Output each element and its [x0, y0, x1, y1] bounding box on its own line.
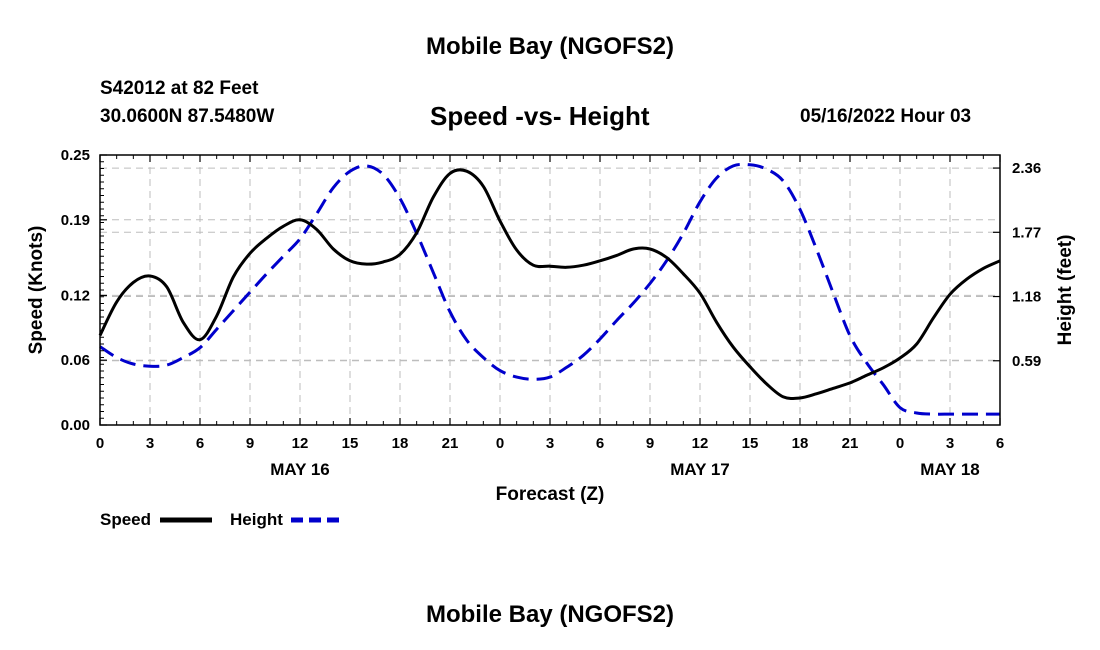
x-tick-label: 0: [496, 435, 504, 452]
axis-ticks: [99, 154, 1001, 426]
x-tick-label: 0: [896, 435, 904, 452]
x-tick-label: 0: [96, 435, 104, 452]
legend-height-label: Height: [230, 510, 283, 529]
x-tick-label: 3: [546, 435, 554, 452]
legend: Speed Height: [100, 510, 343, 529]
x-tick-label: 6: [596, 435, 604, 452]
y-tick-label: 0.12: [61, 287, 90, 304]
date-label: MAY 16: [270, 460, 330, 479]
x-tick-label: 12: [692, 435, 709, 452]
y-tick-label: 0.25: [61, 147, 90, 164]
grid-lines: [100, 155, 1000, 425]
x-tick-label: 18: [792, 435, 809, 452]
speed-series-line: [98, 168, 1001, 401]
x-tick-label: 18: [392, 435, 409, 452]
page-title: Mobile Bay (NGOFS2): [425, 33, 675, 60]
station-label: S42012 at 82 Feet: [100, 78, 259, 99]
x-tick-label: 15: [742, 435, 759, 452]
x-tick-label: 12: [292, 435, 309, 452]
y-tick-label: 0.19: [61, 212, 90, 229]
date-label: MAY 17: [670, 460, 730, 479]
x-tick-label: 9: [646, 435, 654, 452]
station-coordinates: 30.0600N 87.5480W: [100, 106, 275, 127]
legend-speed-label: Speed: [100, 510, 151, 529]
axis-tick-labels: 0 3 6 9 12 15 18 21 0 3 6 9 12 15 18 21 0 3 6 MAY 16 MAY 17 M…: [61, 147, 1041, 479]
y2-tick-label: 1.77: [1012, 224, 1041, 241]
y2-tick-label: 1.18: [1012, 289, 1041, 306]
y-tick-label: 0.00: [61, 417, 90, 434]
y-tick-label: 0.06: [61, 352, 90, 369]
chart-title: Speed -vs- Height: [430, 101, 650, 131]
x-axis-title: Forecast (Z): [496, 484, 605, 505]
x-tick-label: 9: [246, 435, 254, 452]
y2-tick-label: 2.36: [1012, 160, 1041, 177]
y2-tick-label: 0.59: [1012, 353, 1041, 370]
x-tick-label: 6: [996, 435, 1004, 452]
x-tick-label: 3: [146, 435, 154, 452]
y-axis-title: Speed (Knots): [26, 226, 47, 355]
x-tick-label: 15: [342, 435, 359, 452]
forecast-timestamp: 05/16/2022 Hour 03: [800, 106, 972, 127]
x-tick-label: 6: [196, 435, 204, 452]
height-series-line: [99, 162, 1000, 416]
x-tick-label: 21: [842, 435, 859, 452]
y2-axis-title: Height (feet): [1055, 235, 1076, 346]
series-lines: [98, 162, 1001, 416]
footer-title: Mobile Bay (NGOFS2): [425, 601, 675, 628]
date-label: MAY 18: [920, 460, 980, 479]
x-tick-label: 21: [442, 435, 459, 452]
x-tick-label: 3: [946, 435, 954, 452]
